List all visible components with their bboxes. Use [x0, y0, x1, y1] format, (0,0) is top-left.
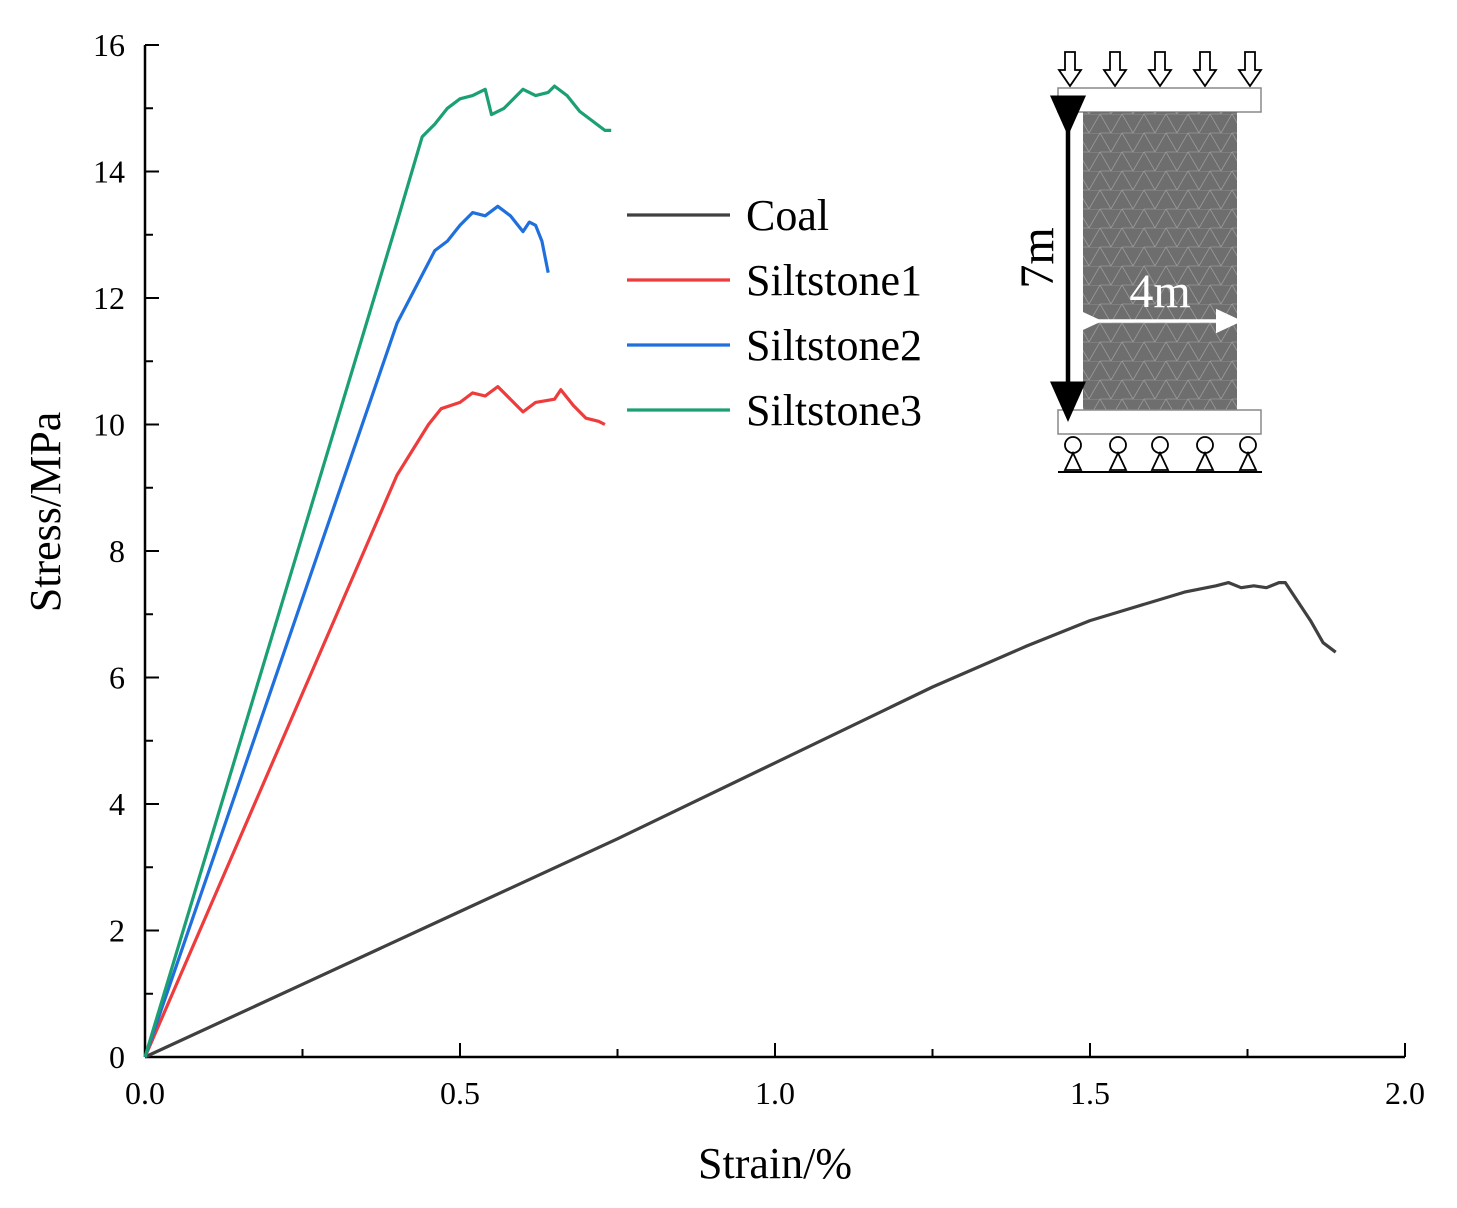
x-axis-title: Strain/%	[698, 1139, 852, 1188]
support-triangle-icon	[1150, 450, 1170, 471]
support-triangle-icon	[1195, 450, 1215, 471]
support-triangle-icon	[1108, 450, 1128, 471]
specimen-mesh	[1083, 112, 1237, 410]
support-triangle-icon	[1238, 450, 1258, 471]
support-triangle-icon	[1063, 450, 1083, 471]
y-tick-label: 0	[109, 1039, 125, 1075]
bottom-loading-plate	[1057, 409, 1262, 435]
top-loading-plate	[1057, 87, 1262, 113]
y-tick-label: 8	[109, 533, 125, 569]
legend: Coal Siltstone1 Siltstone2 Siltstone3	[627, 191, 922, 435]
roller-icon	[1064, 436, 1082, 454]
x-tick-label: 1.0	[755, 1075, 795, 1111]
x-ticks: 0.0 0.5 1.0 1.5 2.0	[125, 1043, 1425, 1111]
series-line-coal	[144, 581, 1337, 1059]
roller-icon	[1239, 436, 1257, 454]
specimen-diagram: 7m 4m	[1011, 51, 1263, 473]
roller-icon	[1151, 436, 1169, 454]
legend-label-coal: Coal	[746, 191, 829, 240]
y-axis-title: Stress/MPa	[21, 412, 70, 612]
down-arrow-icon	[1057, 51, 1083, 88]
width-label: 4m	[1129, 265, 1190, 318]
y-tick-label: 16	[93, 27, 125, 63]
roller-icon	[1196, 436, 1214, 454]
x-tick-label: 1.5	[1070, 1075, 1110, 1111]
y-tick-label: 10	[93, 407, 125, 443]
y-tick-label: 2	[109, 913, 125, 949]
y-tick-label: 4	[109, 786, 125, 822]
series-line-siltstone1	[143, 385, 606, 1058]
down-arrow-icon	[1192, 51, 1218, 88]
legend-label-siltstone2: Siltstone2	[746, 321, 922, 370]
x-tick-label: 2.0	[1385, 1075, 1425, 1111]
series-line-siltstone2	[143, 204, 550, 1058]
y-ticks: 0 2 4 6 8 10 12 14 16	[93, 27, 159, 1075]
x-tick-label: 0.5	[440, 1075, 480, 1111]
legend-label-siltstone1: Siltstone1	[746, 256, 922, 305]
y-tick-label: 12	[93, 280, 125, 316]
x-tick-label: 0.0	[125, 1075, 165, 1111]
roller-icon	[1109, 436, 1127, 454]
series-line-siltstone3	[143, 84, 612, 1058]
y-tick-label: 6	[109, 660, 125, 696]
y-tick-label: 14	[93, 154, 125, 190]
load-arrows-icon	[1057, 51, 1263, 88]
down-arrow-icon	[1237, 51, 1263, 88]
down-arrow-icon	[1147, 51, 1173, 88]
down-arrow-icon	[1102, 51, 1128, 88]
series-lines	[143, 84, 1337, 1059]
roller-supports-icon	[1058, 436, 1262, 473]
legend-label-siltstone3: Siltstone3	[746, 386, 922, 435]
height-label: 7m	[1011, 227, 1064, 288]
